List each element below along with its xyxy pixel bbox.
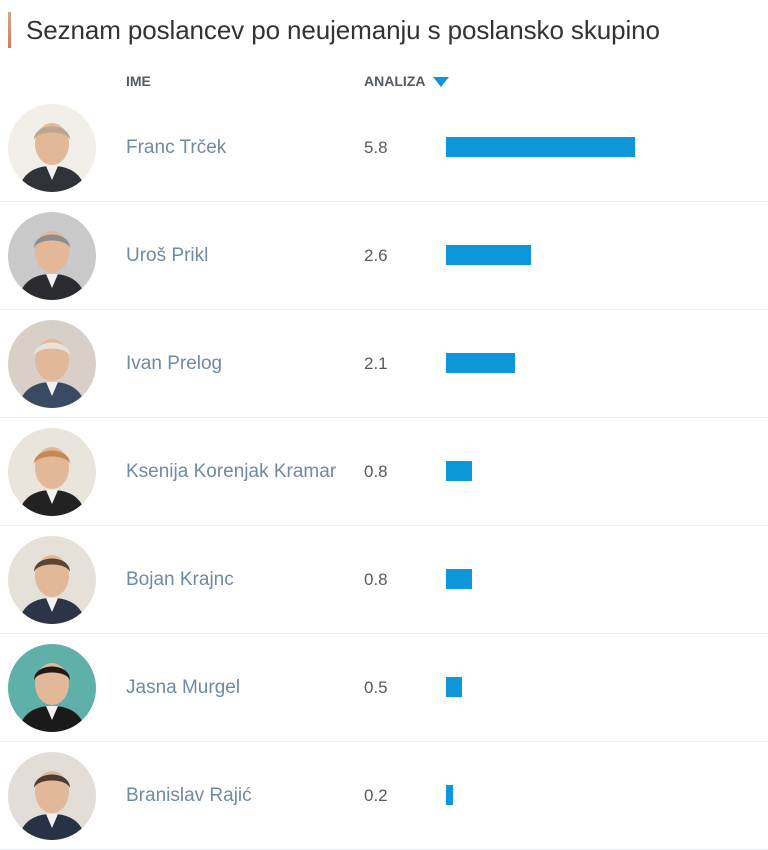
analysis-value: 0.5 (364, 678, 388, 697)
analysis-bar (446, 245, 531, 265)
avatar[interactable] (8, 212, 96, 300)
analysis-bar-track (446, 137, 646, 157)
avatar[interactable] (8, 536, 96, 624)
analysis-bar (446, 353, 515, 373)
mp-name-link[interactable]: Franc Trček (126, 137, 227, 158)
avatar[interactable] (8, 320, 96, 408)
analysis-value: 0.2 (364, 786, 388, 805)
mp-name-link[interactable]: Jasna Murgel (126, 677, 241, 698)
column-header-name[interactable]: IME (126, 73, 151, 89)
analysis-bar (446, 461, 473, 481)
column-header-analysis[interactable]: ANALIZA (364, 73, 450, 89)
analysis-bar-track (446, 245, 646, 265)
analysis-value: 2.6 (364, 246, 388, 265)
mp-name-link[interactable]: Ksenija Korenjak Kramar (126, 461, 337, 482)
mp-name-link[interactable]: Bojan Krajnc (126, 569, 234, 590)
title-accent-bar (8, 12, 11, 48)
mp-name-link[interactable]: Branislav Rajić (126, 785, 252, 806)
analysis-bar-track (446, 353, 646, 373)
avatar[interactable] (8, 644, 96, 732)
analysis-bar-track (446, 677, 646, 697)
table-row: Ksenija Korenjak Kramar 0.8 (0, 418, 768, 526)
analysis-bar (446, 785, 453, 805)
analysis-bar (446, 137, 636, 157)
page-title: Seznam poslancev po neujemanju s poslans… (26, 14, 660, 45)
table-row: Uroš Prikl 2.6 (0, 202, 768, 310)
analysis-value: 2.1 (364, 354, 388, 373)
table-row: Bojan Krajnc 0.8 (0, 526, 768, 634)
avatar[interactable] (8, 104, 96, 192)
mp-name-link[interactable]: Ivan Prelog (126, 353, 223, 374)
sort-descending-icon[interactable] (433, 76, 450, 87)
analysis-bar-track (446, 785, 646, 805)
column-header-analysis-label: ANALIZA (364, 73, 426, 89)
table-row: Jasna Murgel 0.5 (0, 634, 768, 742)
mp-list: Franc Trček 5.8 Uroš Prikl 2.6 Ivan Prelog 2.… (0, 94, 768, 850)
analysis-bar-track (446, 569, 646, 589)
analysis-bar (446, 569, 473, 589)
analysis-bar (446, 677, 463, 697)
avatar[interactable] (8, 752, 96, 840)
page-header: Seznam poslancev po neujemanju s poslans… (8, 12, 660, 48)
analysis-value: 5.8 (364, 138, 388, 157)
analysis-value: 0.8 (364, 462, 388, 481)
table-row: Franc Trček 5.8 (0, 94, 768, 202)
table-row: Branislav Rajić 0.2 (0, 742, 768, 850)
analysis-value: 0.8 (364, 570, 388, 589)
mp-name-link[interactable]: Uroš Prikl (126, 245, 209, 266)
analysis-bar-track (446, 461, 646, 481)
table-row: Ivan Prelog 2.1 (0, 310, 768, 418)
avatar[interactable] (8, 428, 96, 516)
